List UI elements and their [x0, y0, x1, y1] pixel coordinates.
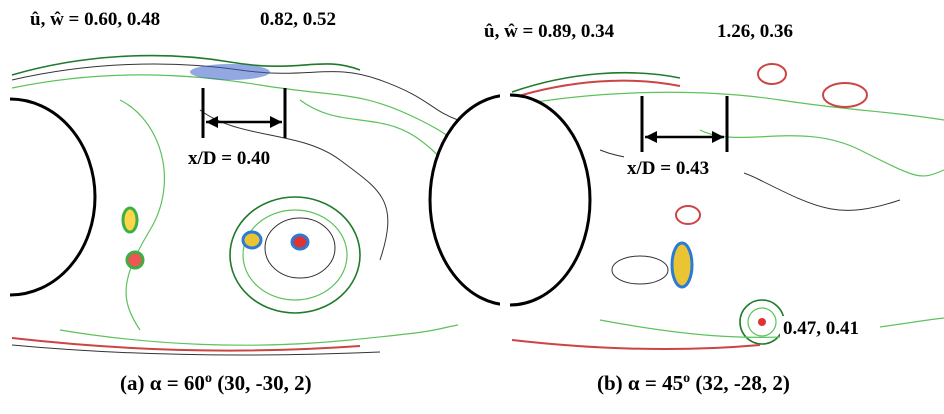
panel-a-contours — [0, 40, 460, 356]
caption-text: (b) α = 45 — [597, 371, 683, 395]
spacing-label: x/D = 0.40 — [188, 148, 270, 169]
caption-text: (30, -30, 2) — [212, 371, 312, 395]
velocity-label: û, ŵ = 0.60, 0.48 — [30, 9, 160, 30]
caption-text: (32, -28, 2) — [690, 371, 790, 395]
velocity-label: 0.47, 0.41 — [783, 318, 859, 339]
panel-caption: (b) α = 45o (32, -28, 2) — [597, 371, 790, 395]
velocity-label: û, ŵ = 0.89, 0.34 — [484, 21, 615, 42]
spacing-label: x/D = 0.43 — [627, 158, 709, 179]
panel-b-contours — [428, 45, 944, 356]
velocity-label: 1.26, 0.36 — [717, 21, 793, 42]
caption-superscript: o — [205, 371, 212, 386]
velocity-label: 0.82, 0.52 — [260, 9, 336, 30]
caption-text: (a) α = 60 — [120, 371, 205, 395]
panel-caption: (a) α = 60o (30, -30, 2) — [120, 371, 312, 395]
caption-superscript: o — [683, 371, 690, 386]
